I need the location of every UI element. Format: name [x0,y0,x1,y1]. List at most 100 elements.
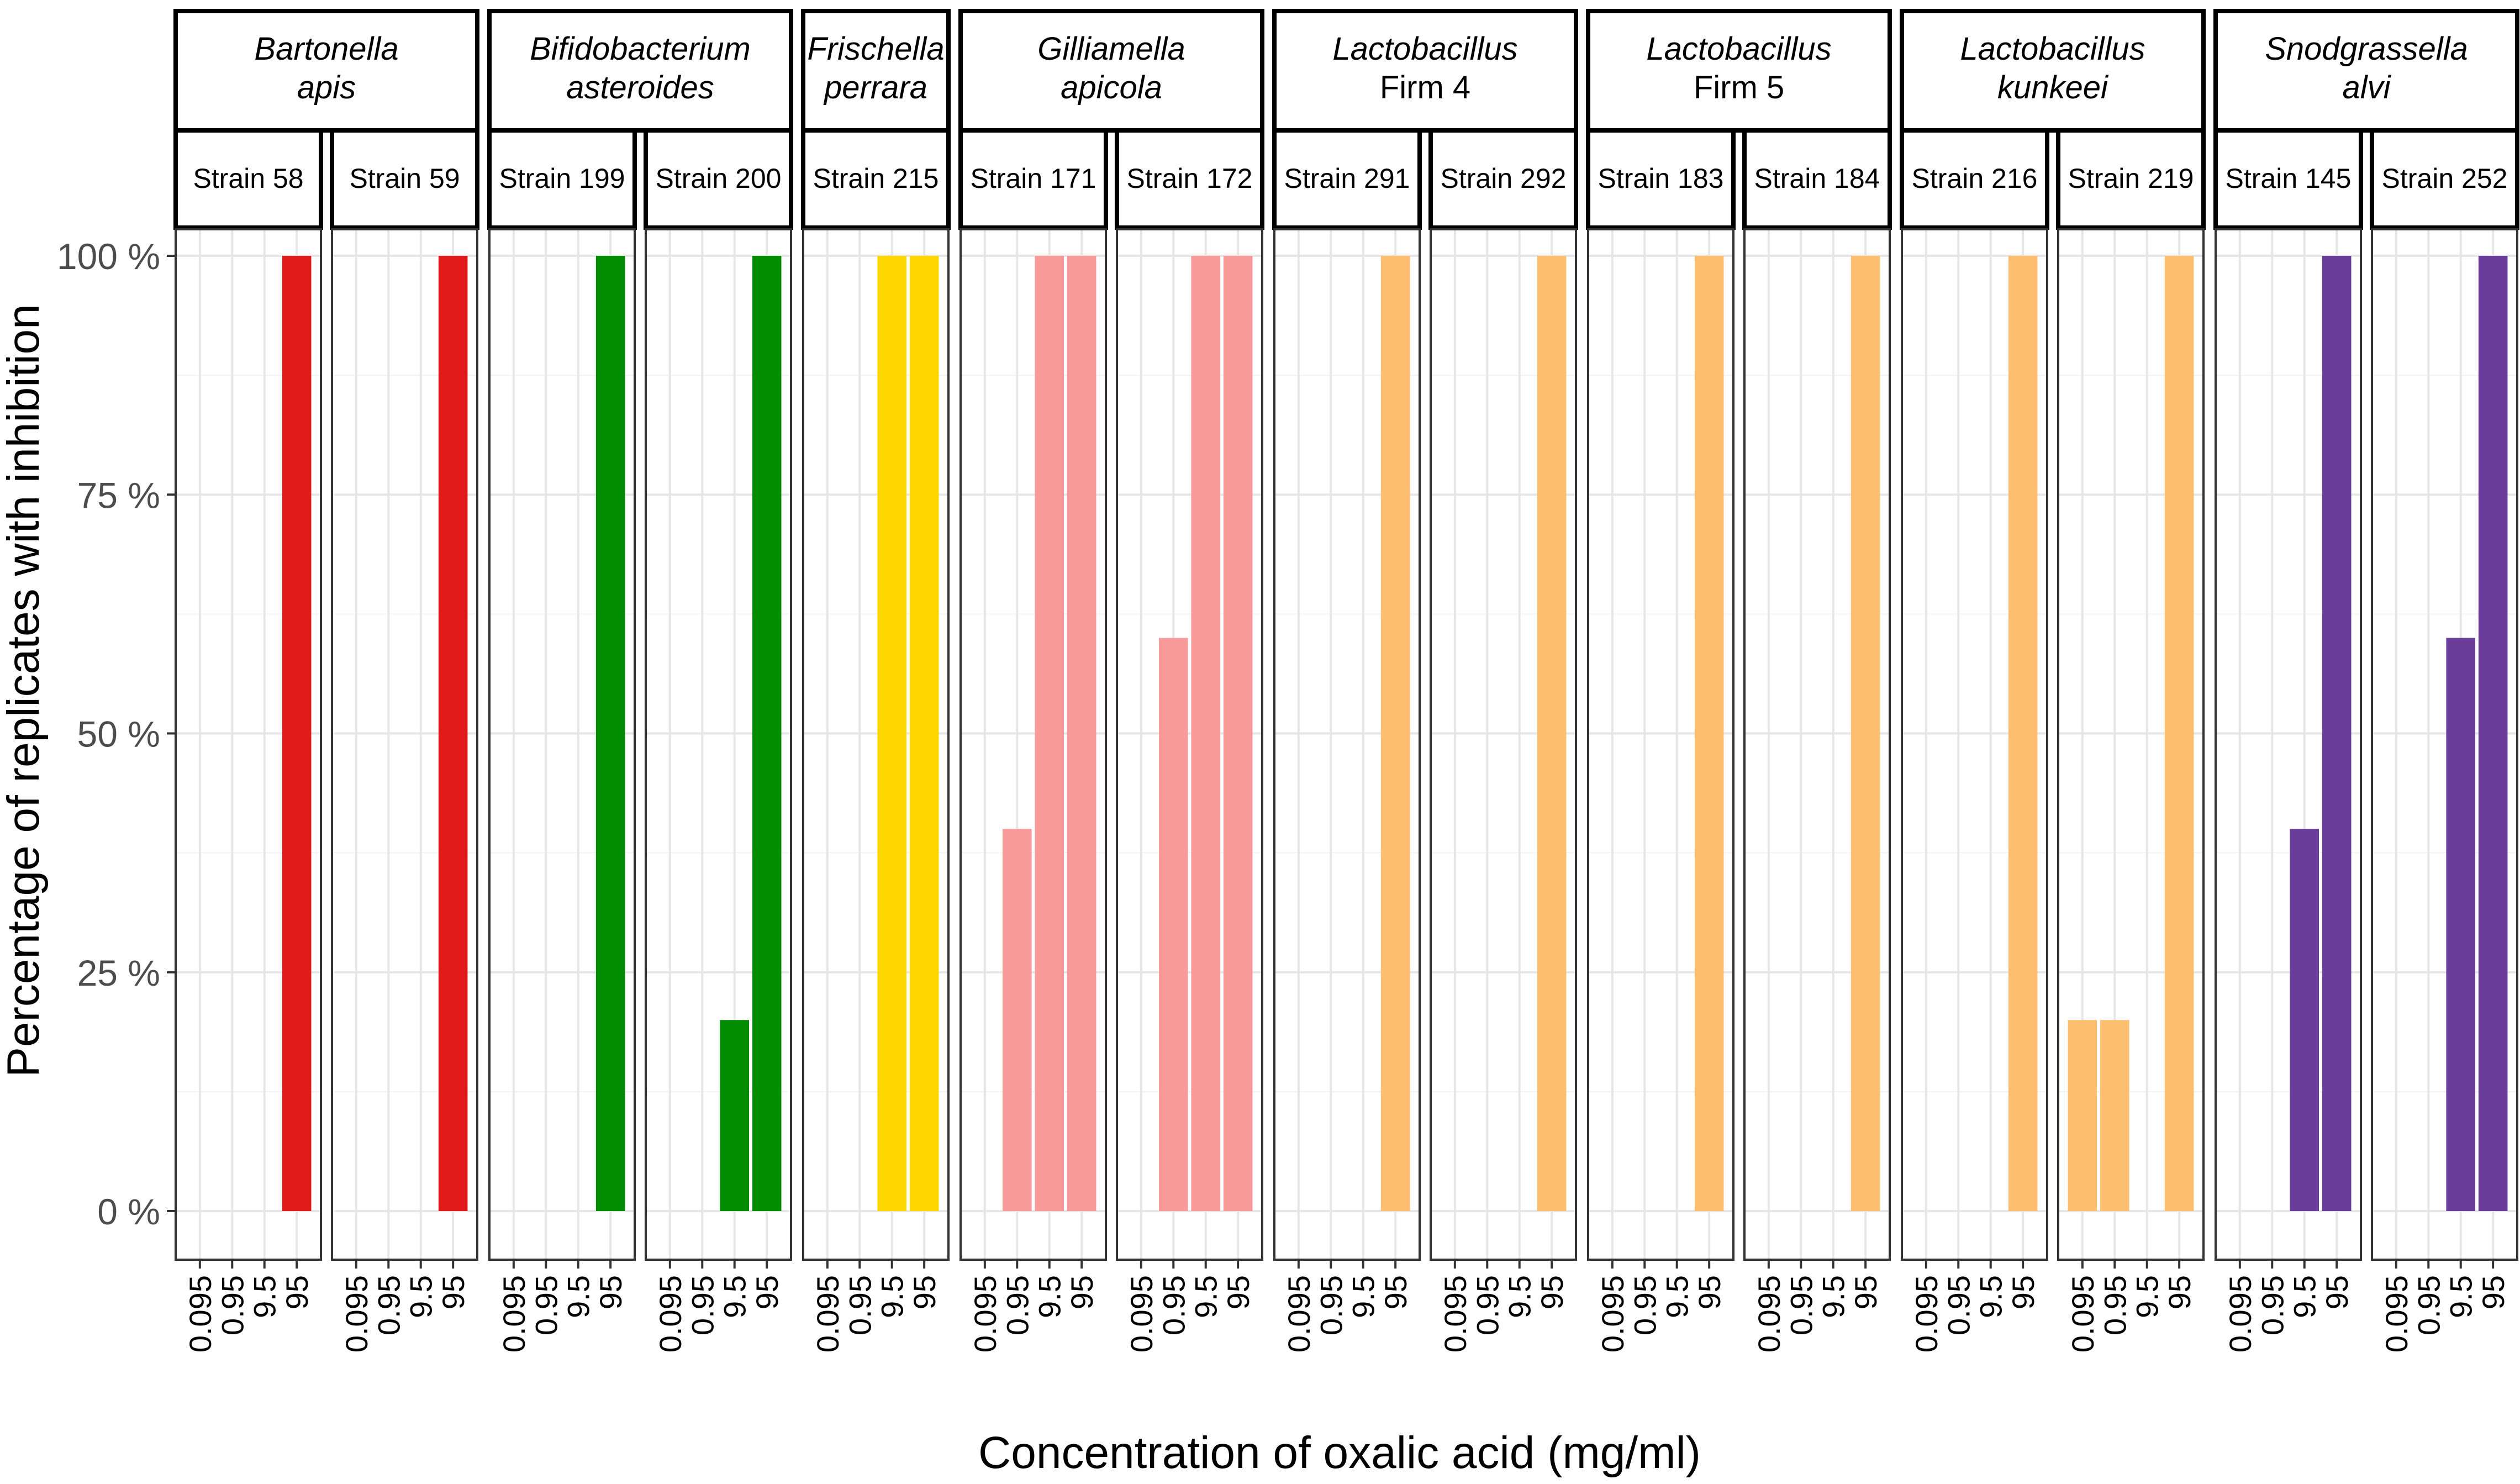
strain-strip [801,128,951,230]
x-tick-label: 0.095 [653,1275,688,1353]
strain-strip [2056,128,2206,230]
species-strip [487,9,793,133]
strain-label: Strain 216 [1912,163,2038,194]
strain-label: Strain 252 [2382,163,2508,194]
strain-strip [487,128,637,230]
strain-label: Strain 145 [2226,163,2352,194]
strain-label: Strain 171 [971,163,1096,194]
species-name-line: Firm 5 [1694,70,1784,106]
x-tick-label: 9.5 [1346,1275,1381,1318]
strain-strip [644,128,793,230]
species-strip [173,9,479,133]
species-name-line: apis [297,70,356,106]
x-tick-label: 9.5 [2130,1275,2165,1318]
x-tick-label: 95 [1848,1275,1883,1309]
x-tick-label: 9.5 [2444,1275,2479,1318]
bar [1851,256,1880,1211]
bar [2322,256,2352,1211]
strain-label: Strain 184 [1754,163,1880,194]
x-tick-label: 0.95 [215,1275,250,1335]
strain-label: Strain 215 [813,163,939,194]
x-tick-label: 0.95 [685,1275,720,1335]
bar [2446,638,2476,1211]
x-tick-label: 0.095 [1595,1275,1630,1353]
x-tick-label: 9.5 [1974,1275,2008,1318]
bar [1035,256,1064,1211]
y-tick-label: 25 % [77,953,160,993]
species-name-line: Lactobacillus [1332,31,1517,67]
species-name-line: Bifidobacterium [530,31,751,67]
x-tick-label: 0.95 [2255,1275,2290,1335]
x-tick-label: 9.5 [404,1275,439,1318]
x-tick-label: 0.95 [1156,1275,1191,1335]
x-tick-label: 9.5 [561,1275,596,1318]
panel-border [645,228,792,1261]
x-tick-label: 95 [2006,1275,2041,1309]
panel-border [802,228,950,1261]
panel-border [2057,228,2205,1261]
y-tick-label: 0 % [97,1191,160,1232]
x-tick-label: 0.095 [810,1275,845,1353]
x-tick-label: 0.95 [842,1275,877,1335]
strain-label: Strain 172 [1127,163,1253,194]
panel-border [2371,228,2518,1261]
x-tick-label: 95 [2476,1275,2511,1309]
x-tick-label: 95 [1378,1275,1413,1309]
strain-label: Strain 291 [1284,163,1410,194]
x-tick-label: 0.95 [529,1275,563,1335]
x-tick-label: 0.095 [968,1275,1003,1353]
x-tick-label: 95 [1692,1275,1727,1309]
panel-border [1273,228,1421,1261]
species-strip [1586,9,1892,133]
strain-strip [1900,128,2049,230]
strain-label: Strain 200 [656,163,782,194]
strain-strip [2370,128,2519,230]
species-name-line: Frischella [807,31,944,67]
strain-strip [1586,128,1736,230]
species-name-line: Lactobacillus [1646,31,1831,67]
panel-border [960,228,1107,1261]
x-tick-label: 95 [1535,1275,1569,1309]
bar [877,256,907,1211]
species-strip [1272,9,1578,133]
panel-border [331,228,478,1261]
bar [2008,256,2038,1211]
x-tick-label: 0.095 [183,1275,218,1353]
strain-strip [958,128,1108,230]
x-tick-label: 0.095 [1752,1275,1786,1353]
strain-strip [1428,128,1578,230]
bar [1223,256,1253,1211]
x-tick-label: 9.5 [247,1275,282,1318]
x-tick-label: 95 [1064,1275,1099,1309]
x-tick-label: 9.5 [1816,1275,1851,1318]
x-tick-label: 0.95 [2411,1275,2446,1335]
x-tick-label: 0.095 [1909,1275,1944,1353]
species-name-line: kunkeei [1997,70,2109,106]
x-tick-label: 0.095 [2379,1275,2414,1353]
bar [1537,256,1567,1211]
x-tick-label: 0.95 [1000,1275,1035,1335]
species-name-line: Gilliamella [1037,31,1185,67]
species-name-line: Firm 4 [1380,70,1470,106]
x-tick-label: 0.95 [1784,1275,1818,1335]
x-tick-label: 0.95 [2097,1275,2132,1335]
panel-border [1587,228,1735,1261]
bar [1380,256,1410,1211]
strain-label: Strain 59 [349,163,460,194]
panel-border [1116,228,1263,1261]
panel-border [175,228,322,1261]
species-name-line: asteroides [566,70,714,106]
